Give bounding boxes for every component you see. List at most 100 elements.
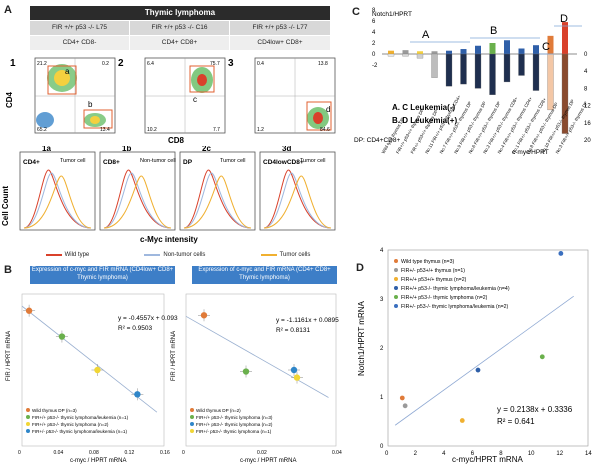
flow3-q4: 84.6	[320, 127, 330, 133]
group-label: D	[560, 13, 568, 25]
d-xlabel: c-myc/HPRT mRNA	[452, 455, 523, 464]
histogram-curve	[23, 169, 92, 229]
histogram-note: Non-tumor cell	[140, 158, 176, 164]
hist-y-label: Cell Count	[1, 186, 10, 226]
y-tick-label: 8	[372, 8, 376, 14]
x-tick-label: 14	[585, 451, 592, 457]
y-tick-label: 0	[372, 52, 376, 58]
x-tick-label: 0.04	[54, 450, 64, 456]
notch1-bar	[417, 51, 423, 54]
cmyc-bar	[474, 53, 482, 89]
legend-label: FIR+/+ p53+/+ thymus (n=2)	[401, 277, 467, 283]
y-tick-label: 2	[380, 346, 384, 352]
flow-x-label: CD8	[168, 136, 185, 144]
cmyc-bar	[431, 53, 438, 78]
flow2-q4: 7.7	[213, 127, 220, 133]
plot-frame	[387, 249, 589, 447]
cmyc-bar	[445, 53, 453, 87]
plot-frame	[185, 293, 337, 447]
c-legend-2: B. D Leukemia(+)	[392, 116, 457, 125]
cmyc-bar	[532, 53, 540, 91]
histogram-curve	[103, 169, 172, 229]
cmyc-bar	[561, 53, 569, 134]
b-left-r2: R² = 0.9503	[118, 325, 153, 332]
legend-marker	[190, 429, 194, 433]
histogram-number: 1b	[122, 146, 131, 153]
histogram-curve	[183, 172, 252, 229]
b-left-eq: y = -0.4557x + 0.093	[118, 315, 178, 322]
data-point	[94, 366, 101, 374]
cmyc-bar	[518, 53, 525, 76]
data-point	[539, 354, 545, 360]
c-bottom-ylabel: c-myc/HPRT	[512, 149, 549, 156]
y-tick-label-right: 20	[584, 138, 591, 144]
flow2-q3: 10.2	[147, 127, 157, 133]
legend-marker	[26, 429, 30, 433]
legend-label: Wild type thymus (n=3)	[401, 259, 454, 265]
cmyc-bar	[460, 53, 467, 85]
trend-line	[394, 295, 574, 426]
gate-b: b	[88, 100, 93, 109]
d-eq: y = 0.2138x + 0.3336	[497, 405, 573, 414]
legend-label: FIR+/+ p53-/- thymic lymphoma/leukemia (…	[401, 286, 510, 292]
panel-a-title: Thymic lymphoma	[30, 6, 330, 20]
x-tick-label: 6	[471, 451, 475, 457]
histogram-curve	[183, 169, 252, 229]
notch1-bar	[562, 22, 568, 54]
histogram-number: 2c	[202, 146, 211, 153]
legend-label: FIR+/- p53-/- thymic lymphoma (n=1)	[196, 429, 272, 434]
y-tick-label: 0	[380, 444, 384, 450]
x-tick-label: 4	[442, 451, 446, 457]
histogram-curve	[23, 172, 92, 229]
trend-line	[185, 315, 329, 398]
legend-marker	[394, 259, 398, 263]
histogram-note: Tumor cell	[60, 158, 85, 164]
histogram-note: Tumor cell	[220, 158, 245, 164]
y-tick-label-right: 12	[584, 104, 591, 110]
histogram-curve	[183, 175, 252, 229]
panel-b-left-title: Expression of c-myc and FIR mRNA (CD4low…	[30, 266, 175, 284]
gate-a: a	[65, 67, 70, 76]
x-tick-label: 12	[556, 451, 563, 457]
cmyc-bar	[489, 53, 496, 95]
legend-label: FIR+/- p53-/- thymic lymphoma/leukemia (…	[32, 429, 127, 434]
flow-y-label: CD4	[5, 91, 14, 108]
y-tick-label-right: 16	[584, 121, 591, 127]
x-tick-label: 2	[414, 451, 418, 457]
x-tick-label: 0.08	[89, 450, 99, 456]
flow1-q3: 65.2	[37, 127, 47, 133]
y-tick-label-right: 0	[584, 52, 588, 58]
histogram-curve	[263, 175, 332, 229]
data-point	[558, 251, 564, 256]
x-tick-label: 0	[18, 450, 21, 456]
data-point	[242, 368, 250, 375]
panel-a-label: A	[4, 4, 12, 16]
legend-marker	[190, 422, 194, 426]
cmyc-bar	[402, 53, 409, 57]
histogram-population: CD4lowCD8+	[263, 159, 304, 166]
legend-marker	[26, 415, 30, 419]
x-tick-label: 0.04	[332, 450, 342, 456]
data-point	[399, 395, 405, 401]
legend-marker	[26, 422, 30, 426]
flow-plot-2: c 6.4 75.7 10.2 7.7	[144, 57, 226, 134]
legend-wild-type-label: Wild type	[64, 252, 90, 258]
hist-legend: Wild type Non-tumor cells Tumor cells	[18, 249, 338, 261]
flow2-q2: 75.7	[210, 61, 220, 67]
y-tick-label: -2	[372, 63, 378, 69]
y-tick-label-right: 4	[584, 69, 588, 75]
data-point	[459, 418, 465, 423]
notch1-bar	[460, 49, 467, 54]
data-point	[290, 366, 298, 374]
data-point	[58, 333, 66, 340]
group-label: A	[422, 29, 430, 41]
x-tick-label: 0.02	[257, 450, 267, 456]
legend-marker	[394, 304, 398, 308]
legend-marker	[394, 286, 398, 290]
flow-cytometry-plots: 1 2 3 CD4 a b 21.2 0.2 65.2 13.4 c 6.4 7…	[5, 57, 336, 144]
col2-sub: CD4+ CD8+	[130, 36, 229, 50]
c-legend-1: A. C Leukemia(-)	[392, 103, 455, 112]
x-tick-label: 0.16	[160, 450, 170, 456]
legend-label: Wild thymus DP (n=2)	[196, 408, 241, 413]
